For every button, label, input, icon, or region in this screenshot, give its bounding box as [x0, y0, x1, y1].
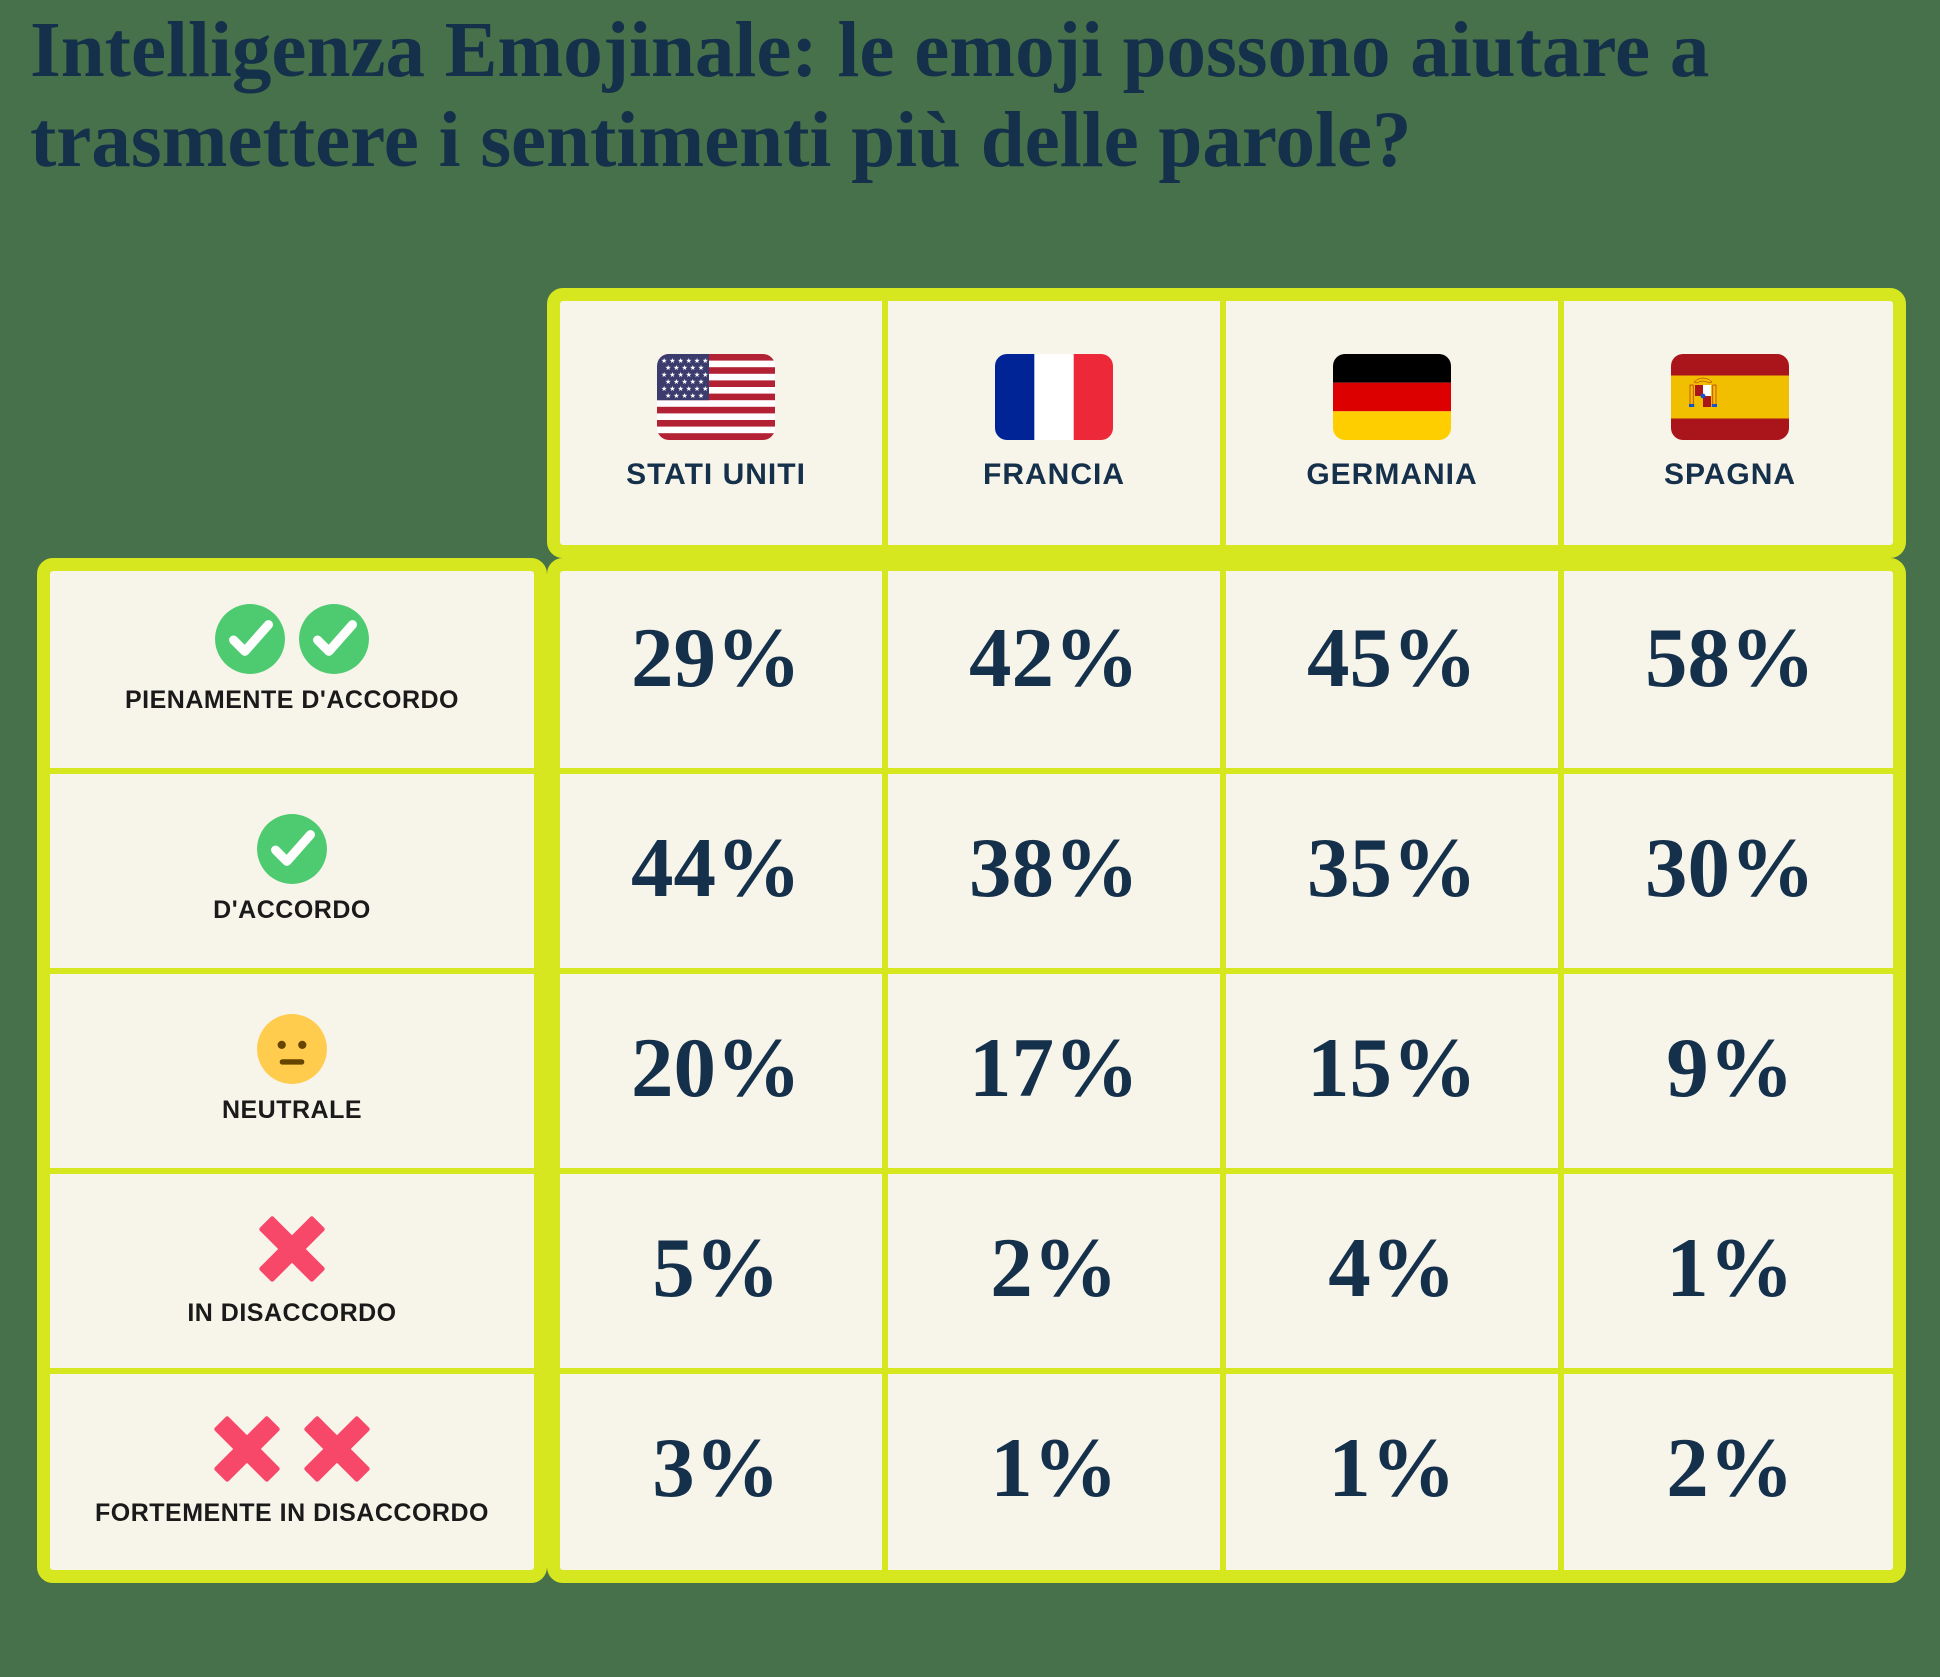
svg-text:★ ★ ★ ★ ★ ★: ★ ★ ★ ★ ★ ★: [661, 385, 708, 393]
svg-text:★ ★ ★ ★ ★: ★ ★ ★ ★ ★: [665, 364, 704, 372]
svg-text:★ ★ ★ ★ ★: ★ ★ ★ ★ ★: [665, 392, 704, 400]
svg-text:★ ★ ★ ★ ★ ★: ★ ★ ★ ★ ★ ★: [661, 357, 708, 365]
svg-text:★ ★ ★ ★ ★: ★ ★ ★ ★ ★: [665, 378, 704, 386]
svg-text:★ ★ ★ ★ ★ ★: ★ ★ ★ ★ ★ ★: [661, 371, 708, 379]
